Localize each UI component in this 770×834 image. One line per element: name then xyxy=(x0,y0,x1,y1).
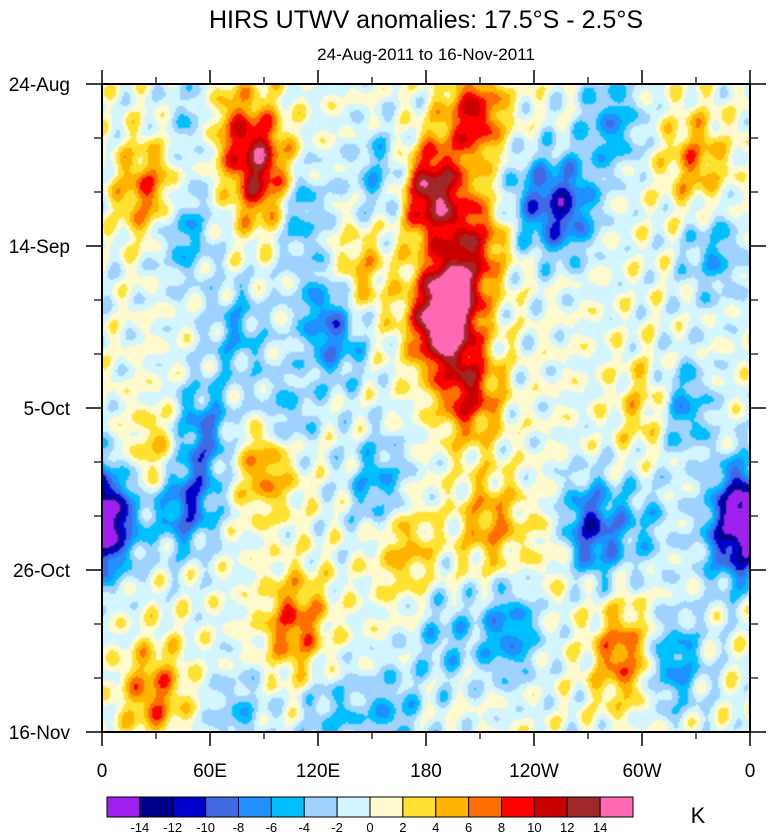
colorbar-swatch xyxy=(501,796,535,818)
colorbar-swatch xyxy=(270,796,305,818)
x-tick-label: 120W xyxy=(509,761,559,782)
y-axis: 24-Aug 14-Sep 5-Oct 26-Oct 16-Nov xyxy=(9,75,766,744)
chart-title: HIRS UTWV anomalies: 17.5°S - 2.5°S xyxy=(209,6,643,34)
colorbar-swatch xyxy=(402,796,437,818)
chart-subtitle: 24-Aug-2011 to 16-Nov-2011 xyxy=(317,45,535,64)
x-tick-label: 120E xyxy=(296,761,340,782)
colorbar-label: -12 xyxy=(163,820,182,834)
colorbar-label: 14 xyxy=(593,820,607,834)
x-axis: 0 60E 120E 180 120W 60W 0 xyxy=(97,70,756,782)
y-tick-label: 24-Aug xyxy=(9,75,70,96)
colorbar-swatch xyxy=(139,796,174,818)
colorbar-swatch xyxy=(238,796,272,818)
colorbar-swatch xyxy=(533,796,568,818)
x-tick-label: 180 xyxy=(410,761,442,782)
x-tick-label: 60E xyxy=(193,761,227,782)
colorbar-label: 10 xyxy=(527,820,541,834)
colorbar-label: 4 xyxy=(432,820,439,834)
units-label: K xyxy=(691,803,706,828)
colorbar-label: 6 xyxy=(465,820,472,834)
colorbar-swatch xyxy=(468,796,502,818)
x-tick-label: 0 xyxy=(745,761,756,782)
colorbar-label: 8 xyxy=(498,820,505,834)
x-tick-label: 60W xyxy=(622,761,661,782)
x-tick-label: 0 xyxy=(97,761,108,782)
y-tick-label: 5-Oct xyxy=(24,399,71,420)
colorbar-label: -4 xyxy=(298,820,310,834)
colorbar-label: -8 xyxy=(233,820,245,834)
colorbar-label: 2 xyxy=(399,820,406,834)
colorbar-label: -10 xyxy=(196,820,215,834)
colorbar-swatch xyxy=(599,796,634,818)
colorbar: -14 -12 -10 -8 -6 -4 -2 0 2 4 6 8 10 12 14 xyxy=(106,796,634,834)
colorbar-swatch xyxy=(106,796,141,818)
colorbar-label: 0 xyxy=(366,820,373,834)
colorbar-swatch xyxy=(566,796,601,818)
colorbar-swatch xyxy=(435,796,470,818)
colorbar-label: 12 xyxy=(560,820,574,834)
colorbar-swatch xyxy=(303,796,338,818)
y-tick-label: 26-Oct xyxy=(13,561,71,582)
colorbar-swatch xyxy=(172,796,207,818)
colorbar-label: -14 xyxy=(130,820,149,834)
colorbar-label: -6 xyxy=(266,820,278,834)
plot-area xyxy=(101,83,751,733)
colorbar-swatch xyxy=(205,796,239,818)
colorbar-swatch xyxy=(336,796,371,818)
anomaly-heatmap xyxy=(102,84,750,732)
colorbar-swatch xyxy=(369,796,404,818)
y-tick-label: 16-Nov xyxy=(9,723,71,744)
y-tick-label: 14-Sep xyxy=(9,237,70,258)
colorbar-label: -2 xyxy=(331,820,343,834)
